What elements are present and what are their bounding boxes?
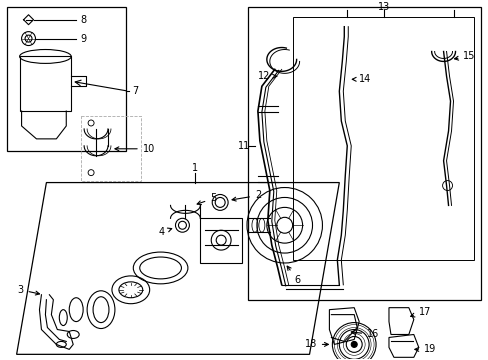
Bar <box>247 7 480 300</box>
Text: 8: 8 <box>80 15 86 25</box>
Text: 13: 13 <box>377 2 389 12</box>
Text: 19: 19 <box>414 345 435 354</box>
Text: 18: 18 <box>304 339 327 350</box>
Text: 6: 6 <box>286 266 300 285</box>
Text: 4: 4 <box>158 227 171 237</box>
Text: 7: 7 <box>132 86 139 96</box>
Text: 17: 17 <box>410 307 430 317</box>
Text: 1: 1 <box>192 163 198 173</box>
Text: 11: 11 <box>237 141 250 151</box>
Text: 5: 5 <box>197 193 216 204</box>
Text: 14: 14 <box>351 74 371 84</box>
Bar <box>200 218 242 263</box>
Text: 2: 2 <box>232 190 261 201</box>
Text: 9: 9 <box>80 33 86 44</box>
Text: 15: 15 <box>453 51 475 62</box>
Circle shape <box>350 341 356 347</box>
Bar <box>81 116 141 181</box>
Bar <box>20 57 71 111</box>
Text: 3: 3 <box>18 285 40 295</box>
Text: 16: 16 <box>350 329 379 339</box>
Text: 10: 10 <box>115 144 155 154</box>
Bar <box>7 7 125 151</box>
Text: 12: 12 <box>257 71 276 81</box>
Bar <box>292 17 473 260</box>
